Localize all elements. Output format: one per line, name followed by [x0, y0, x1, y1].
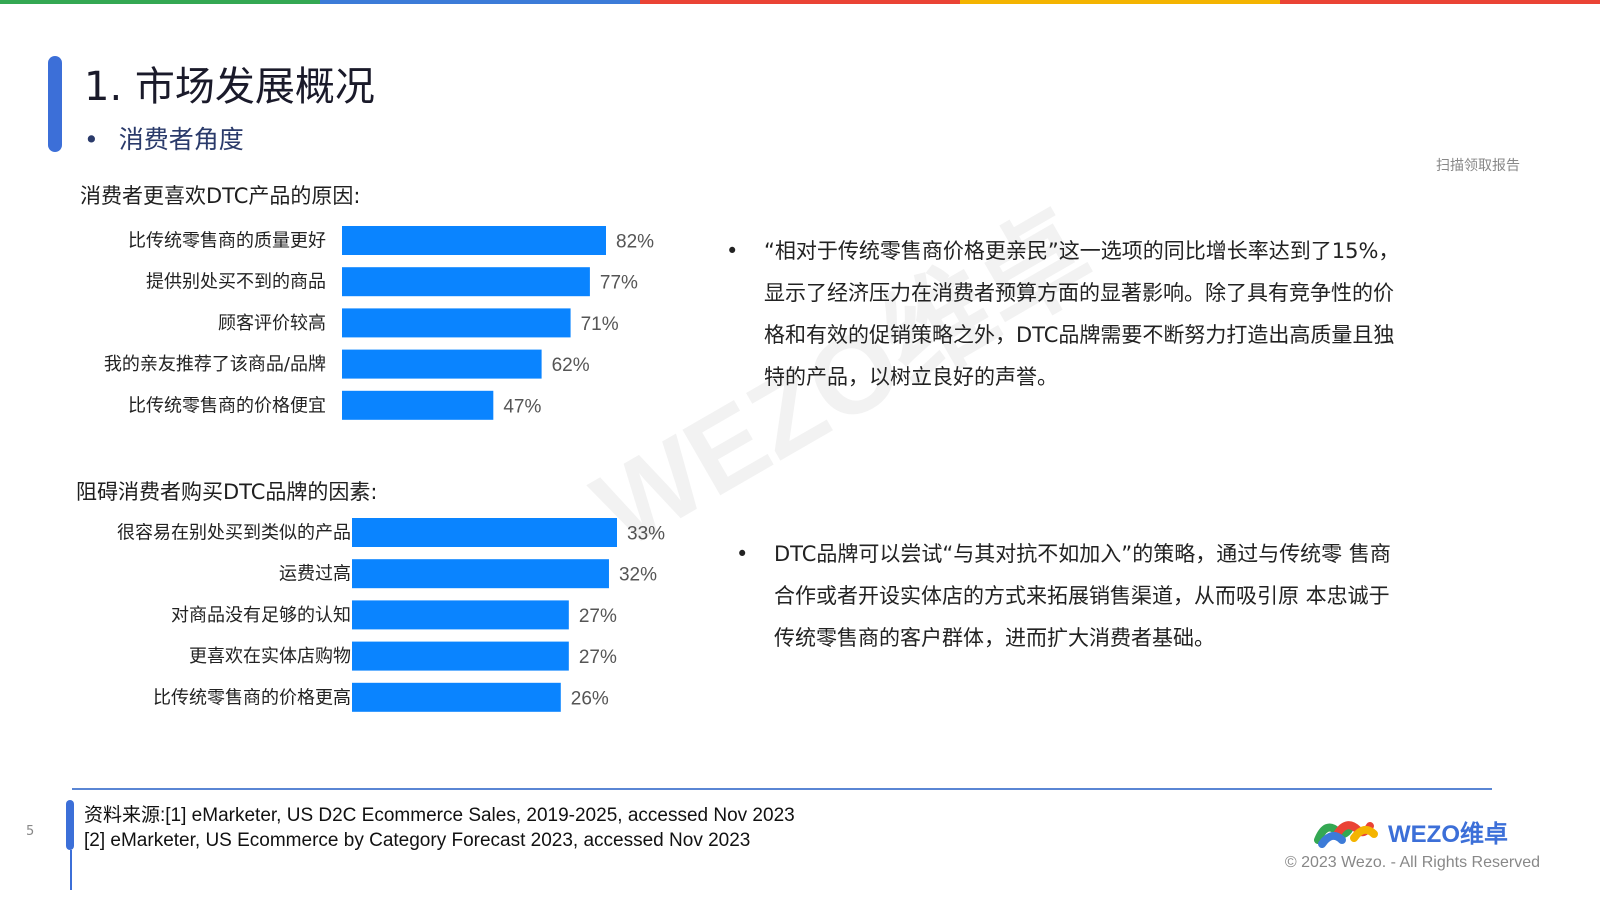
chart1-bar	[342, 267, 590, 297]
stripe-segment	[1280, 0, 1600, 4]
chart2-bar	[352, 518, 617, 547]
source-line-2: [2] eMarketer, US Ecommerce by Category …	[84, 830, 751, 851]
chart2-value-label: 27%	[579, 606, 617, 627]
chart1-value-label: 71%	[581, 314, 619, 335]
chart2-value-label: 27%	[579, 647, 617, 668]
chart2-bar	[352, 600, 569, 630]
bullet-dot: •	[84, 125, 99, 154]
page-subtitle: • 消费者角度	[84, 120, 244, 156]
bullet-dot: •	[726, 239, 739, 263]
chart2-category-label: 对商品没有足够的认知	[171, 605, 351, 626]
stripe-segment	[320, 0, 640, 4]
wezo-logo-icon	[1314, 821, 1378, 848]
footer-accent-bar	[66, 800, 74, 850]
chart1-value-label: 77%	[600, 273, 638, 294]
bullet-dot: •	[736, 542, 749, 566]
source-citation: 资料来源:[1] eMarketer, US D2C Ecommerce Sal…	[84, 803, 795, 853]
title-accent-bar	[48, 56, 62, 152]
bullet-text-1: • “相对于传统零售商价格更亲民”这一选项的同比增长率达到了15%，显示了经济压…	[726, 230, 1414, 398]
top-color-stripe	[0, 0, 1600, 4]
bullet-text-2: • DTC品牌可以尝试“与其对抗不如加入”的策略，通过与传统零 售商合作或者开设…	[736, 533, 1404, 659]
chart1-category-label: 顾客评价较高	[218, 313, 326, 334]
copyright: © 2023 Wezo. - All Rights Reserved	[1284, 854, 1540, 871]
scan-hint: 扫描领取报告	[1436, 158, 1520, 174]
chart2-value-label: 32%	[619, 565, 657, 586]
footer-accent-line	[70, 850, 72, 890]
chart2-bar	[352, 641, 569, 671]
footer-divider	[72, 788, 1492, 790]
chart2-category-label: 比传统零售商的价格更高	[153, 687, 351, 708]
subtitle-text: 消费者角度	[118, 125, 244, 154]
chart1-value-label: 82%	[616, 232, 654, 253]
chart1-title: 消费者更喜欢DTC产品的原因:	[80, 184, 361, 208]
stripe-segment	[960, 0, 1280, 4]
logo-text: WEZO维卓	[1388, 821, 1508, 848]
chart2-category-label: 运费过高	[279, 564, 351, 585]
chart1-category-label: 我的亲友推荐了该商品/品牌	[104, 354, 326, 375]
stripe-segment	[0, 0, 320, 4]
chart1-value-label: 62%	[552, 355, 590, 376]
chart2-category-label: 更喜欢在实体店购物	[189, 646, 351, 667]
chart1-category-label: 比传统零售商的质量更好	[128, 231, 326, 252]
chart2-category-label: 很容易在别处买到类似的产品	[117, 523, 351, 544]
chart2-bar	[352, 559, 609, 589]
bullet-1-text: “相对于传统零售商价格更亲民”这一选项的同比增长率达到了15%，显示了经济压力在…	[764, 239, 1400, 389]
chart1-bar	[342, 390, 494, 420]
page-number: 5	[26, 824, 35, 839]
bullet-2-text: DTC品牌可以尝试“与其对抗不如加入”的策略，通过与传统零 售商合作或者开设实体…	[774, 542, 1391, 650]
chart2-value-label: 26%	[571, 688, 609, 709]
chart1-category-label: 比传统零售商的价格便宜	[128, 395, 326, 416]
chart2-bar	[352, 682, 561, 712]
chart2-title: 阻碍消费者购买DTC品牌的因素:	[76, 480, 378, 504]
chart1-bar	[342, 349, 542, 379]
chart1-value-label: 47%	[503, 396, 541, 417]
page-title: 1. 市场发展概况	[84, 64, 375, 110]
stripe-segment	[640, 0, 960, 4]
chart1-category-label: 提供别处买不到的商品	[146, 272, 326, 293]
chart1-bar	[342, 308, 571, 338]
chart1-bar	[342, 226, 606, 255]
chart2-value-label: 33%	[627, 524, 665, 545]
source-line-1: 资料来源:[1] eMarketer, US D2C Ecommerce Sal…	[84, 805, 795, 826]
